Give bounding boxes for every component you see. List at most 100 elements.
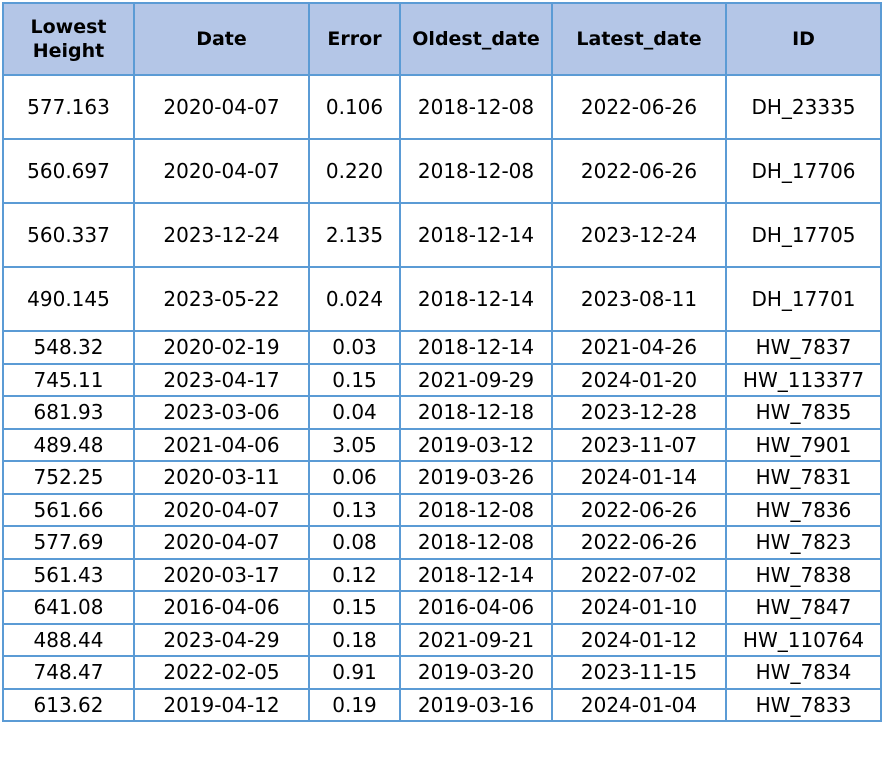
cell-latest-date: 2022-06-26 bbox=[551, 74, 727, 140]
cell-date: 2023-04-29 bbox=[133, 622, 310, 657]
column-header-id: ID bbox=[725, 2, 882, 76]
data-table: Lowest Height Date Error Oldest_date Lat… bbox=[2, 2, 882, 722]
cell-id: HW_110764 bbox=[725, 622, 882, 657]
cell-oldest-date: 2018-12-14 bbox=[399, 266, 553, 332]
table-row: 561.43 2020-03-17 0.12 2018-12-14 2022-07-02… bbox=[2, 557, 882, 592]
cell-date: 2020-03-17 bbox=[133, 557, 310, 592]
cell-latest-date: 2024-01-04 bbox=[551, 687, 727, 722]
cell-oldest-date: 2018-12-14 bbox=[399, 202, 553, 268]
cell-latest-date: 2023-08-11 bbox=[551, 266, 727, 332]
cell-id: HW_7901 bbox=[725, 427, 882, 462]
cell-error: 0.18 bbox=[308, 622, 401, 657]
cell-latest-date: 2024-01-12 bbox=[551, 622, 727, 657]
column-header-latest-date: Latest_date bbox=[551, 2, 727, 76]
table-body: 577.163 2020-04-07 0.106 2018-12-08 2022-06-… bbox=[2, 74, 882, 722]
cell-date: 2020-04-07 bbox=[133, 74, 310, 140]
cell-error: 0.15 bbox=[308, 590, 401, 625]
cell-oldest-date: 2019-03-12 bbox=[399, 427, 553, 462]
cell-id: HW_7833 bbox=[725, 687, 882, 722]
header-row: Lowest Height Date Error Oldest_date Lat… bbox=[2, 2, 882, 76]
cell-latest-date: 2022-06-26 bbox=[551, 492, 727, 527]
column-header-oldest-date: Oldest_date bbox=[399, 2, 553, 76]
cell-error: 2.135 bbox=[308, 202, 401, 268]
cell-error: 0.04 bbox=[308, 395, 401, 430]
cell-error: 0.08 bbox=[308, 525, 401, 560]
cell-lowest-height: 752.25 bbox=[2, 460, 135, 495]
table-header: Lowest Height Date Error Oldest_date Lat… bbox=[2, 2, 882, 76]
cell-error: 0.13 bbox=[308, 492, 401, 527]
cell-oldest-date: 2018-12-08 bbox=[399, 525, 553, 560]
table-row: 641.08 2016-04-06 0.15 2016-04-06 2024-01-10… bbox=[2, 590, 882, 625]
cell-date: 2023-05-22 bbox=[133, 266, 310, 332]
cell-latest-date: 2024-01-20 bbox=[551, 362, 727, 397]
cell-oldest-date: 2018-12-14 bbox=[399, 557, 553, 592]
cell-lowest-height: 548.32 bbox=[2, 330, 135, 365]
cell-date: 2023-03-06 bbox=[133, 395, 310, 430]
cell-id: DH_17706 bbox=[725, 138, 882, 204]
cell-oldest-date: 2016-04-06 bbox=[399, 590, 553, 625]
cell-lowest-height: 489.48 bbox=[2, 427, 135, 462]
cell-lowest-height: 745.11 bbox=[2, 362, 135, 397]
column-header-error: Error bbox=[308, 2, 401, 76]
cell-date: 2020-04-07 bbox=[133, 525, 310, 560]
table-row: 748.47 2022-02-05 0.91 2019-03-20 2023-11-15… bbox=[2, 655, 882, 690]
cell-lowest-height: 748.47 bbox=[2, 655, 135, 690]
cell-lowest-height: 560.697 bbox=[2, 138, 135, 204]
cell-date: 2016-04-06 bbox=[133, 590, 310, 625]
cell-oldest-date: 2018-12-18 bbox=[399, 395, 553, 430]
cell-oldest-date: 2018-12-08 bbox=[399, 74, 553, 140]
cell-error: 0.91 bbox=[308, 655, 401, 690]
column-header-date: Date bbox=[133, 2, 310, 76]
cell-date: 2020-03-11 bbox=[133, 460, 310, 495]
cell-id: HW_7823 bbox=[725, 525, 882, 560]
cell-latest-date: 2022-06-26 bbox=[551, 138, 727, 204]
cell-date: 2020-04-07 bbox=[133, 138, 310, 204]
table-row: 488.44 2023-04-29 0.18 2021-09-21 2024-01-12… bbox=[2, 622, 882, 657]
cell-date: 2020-02-19 bbox=[133, 330, 310, 365]
cell-error: 0.03 bbox=[308, 330, 401, 365]
cell-latest-date: 2022-06-26 bbox=[551, 525, 727, 560]
cell-id: HW_7835 bbox=[725, 395, 882, 430]
cell-latest-date: 2023-12-24 bbox=[551, 202, 727, 268]
cell-error: 0.19 bbox=[308, 687, 401, 722]
cell-id: DH_17701 bbox=[725, 266, 882, 332]
cell-id: HW_7838 bbox=[725, 557, 882, 592]
cell-lowest-height: 560.337 bbox=[2, 202, 135, 268]
cell-id: HW_7836 bbox=[725, 492, 882, 527]
table-row: 490.145 2023-05-22 0.024 2018-12-14 2023-08-… bbox=[2, 266, 882, 332]
cell-latest-date: 2021-04-26 bbox=[551, 330, 727, 365]
cell-date: 2020-04-07 bbox=[133, 492, 310, 527]
table-row: 577.69 2020-04-07 0.08 2018-12-08 2022-06-26… bbox=[2, 525, 882, 560]
cell-lowest-height: 577.69 bbox=[2, 525, 135, 560]
cell-lowest-height: 577.163 bbox=[2, 74, 135, 140]
cell-latest-date: 2024-01-10 bbox=[551, 590, 727, 625]
cell-oldest-date: 2019-03-20 bbox=[399, 655, 553, 690]
cell-oldest-date: 2019-03-26 bbox=[399, 460, 553, 495]
cell-lowest-height: 488.44 bbox=[2, 622, 135, 657]
table-row: 560.697 2020-04-07 0.220 2018-12-08 2022-06-… bbox=[2, 138, 882, 204]
cell-lowest-height: 613.62 bbox=[2, 687, 135, 722]
cell-latest-date: 2023-11-07 bbox=[551, 427, 727, 462]
cell-id: HW_7831 bbox=[725, 460, 882, 495]
table-row: 681.93 2023-03-06 0.04 2018-12-18 2023-12-28… bbox=[2, 395, 882, 430]
cell-lowest-height: 561.43 bbox=[2, 557, 135, 592]
table-row: 548.32 2020-02-19 0.03 2018-12-14 2021-04-26… bbox=[2, 330, 882, 365]
cell-date: 2019-04-12 bbox=[133, 687, 310, 722]
cell-error: 0.12 bbox=[308, 557, 401, 592]
cell-latest-date: 2023-11-15 bbox=[551, 655, 727, 690]
cell-date: 2023-04-17 bbox=[133, 362, 310, 397]
cell-oldest-date: 2019-03-16 bbox=[399, 687, 553, 722]
cell-error: 0.024 bbox=[308, 266, 401, 332]
cell-lowest-height: 681.93 bbox=[2, 395, 135, 430]
cell-date: 2021-04-06 bbox=[133, 427, 310, 462]
cell-error: 0.15 bbox=[308, 362, 401, 397]
cell-id: HW_7837 bbox=[725, 330, 882, 365]
cell-latest-date: 2022-07-02 bbox=[551, 557, 727, 592]
table-row: 561.66 2020-04-07 0.13 2018-12-08 2022-06-26… bbox=[2, 492, 882, 527]
cell-id: DH_23335 bbox=[725, 74, 882, 140]
cell-oldest-date: 2021-09-29 bbox=[399, 362, 553, 397]
data-table-container: Lowest Height Date Error Oldest_date Lat… bbox=[2, 2, 882, 722]
cell-id: HW_113377 bbox=[725, 362, 882, 397]
cell-oldest-date: 2018-12-08 bbox=[399, 138, 553, 204]
cell-id: DH_17705 bbox=[725, 202, 882, 268]
